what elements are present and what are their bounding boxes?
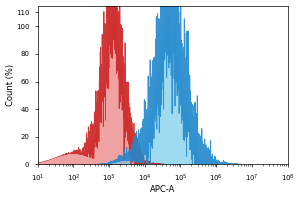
X-axis label: APC-A: APC-A [150, 185, 175, 194]
Y-axis label: Count (%): Count (%) [6, 64, 15, 106]
